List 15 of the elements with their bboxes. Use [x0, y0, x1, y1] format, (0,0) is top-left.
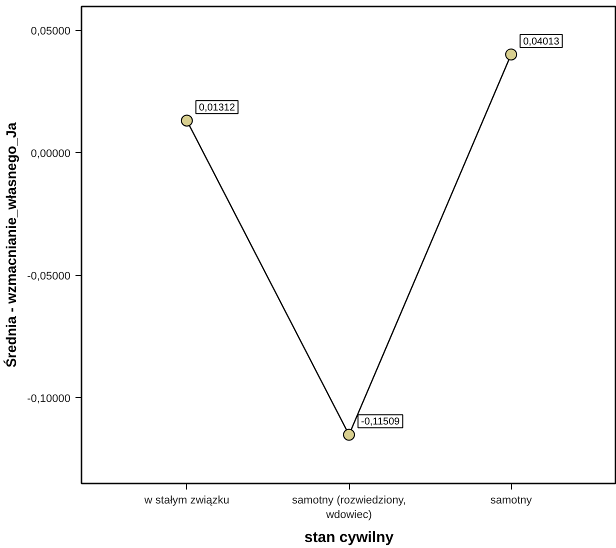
x-tick-label: samotny — [490, 494, 532, 506]
point — [180, 114, 193, 127]
data-label: 0,01312 — [198, 102, 236, 114]
y-axis-title: Średnia - wzmacnianie_własnego_Ja — [3, 122, 20, 368]
data-label: -0,11509 — [361, 416, 400, 428]
y-tick-label: -0,10000 — [27, 392, 71, 405]
y-tick-label: 0,05000 — [30, 25, 71, 38]
point — [343, 428, 355, 441]
x-axis-title: stan cywilny — [304, 528, 394, 546]
y-tick-label: -0,05000 — [27, 270, 71, 282]
x-tick-label: w stałym związku — [143, 494, 230, 506]
data-label: 0,04013 — [523, 36, 560, 48]
y-tick-label: 0,00000 — [30, 148, 71, 160]
x-tick-label: samotny (rozwiedziony, wdowiec) — [292, 494, 406, 521]
point — [505, 48, 518, 60]
